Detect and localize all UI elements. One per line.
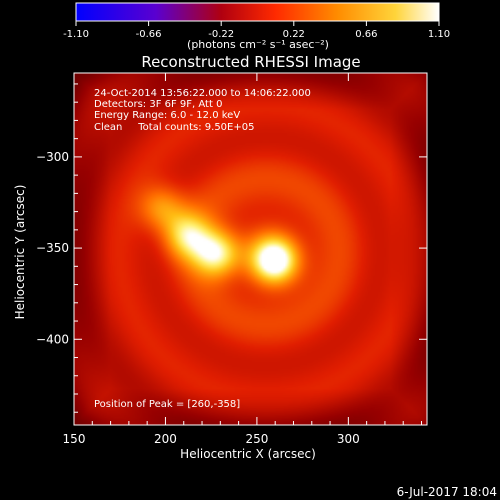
plot-frame: [73, 72, 428, 426]
x-tick-label: 150: [63, 432, 86, 446]
y-axis-label: Heliocentric Y (arcsec): [13, 185, 27, 320]
y-tick-label: −300: [36, 150, 69, 164]
colorbar-ticks: -1.10 -0.66 -0.22 0.22 0.66 1.10: [63, 21, 450, 40]
detectors-text: Detectors: 3F 6F 9F, Att 0: [94, 99, 222, 110]
x-tick-label: 200: [154, 432, 177, 446]
x-tick-label: 300: [337, 432, 360, 446]
colorbar-unit-label: (photons cm⁻² s⁻¹ asec⁻²): [187, 38, 329, 51]
energy-range-text: Energy Range: 6.0 - 12.0 keV: [94, 110, 240, 121]
y-tick-label: −350: [36, 241, 69, 255]
colorbar-tick-label: 1.10: [428, 29, 450, 40]
time-range-text: 24-Oct-2014 13:56:22.000 to 14:06:22.000: [94, 88, 311, 99]
clean-counts-text: Clean Total counts: 9.50E+05: [94, 122, 254, 133]
chart-title: Reconstructed RHESSI Image: [141, 53, 360, 71]
colorbar: -1.10 -0.66 -0.22 0.22 0.66 1.10 (photons cm⁻…: [63, 2, 450, 51]
colorbar-tick-label: -0.22: [208, 29, 234, 40]
y-axis: −300 −350 −400: [36, 83, 427, 413]
colorbar-gradient: [75, 2, 440, 22]
footer-date: 6-Jul-2017 18:04: [397, 485, 497, 499]
heatmap-raster: [74, 73, 427, 425]
colorbar-tick-label: 0.22: [283, 29, 305, 40]
peak-position-text: Position of Peak = [260,-358]: [94, 399, 240, 410]
colorbar-tick-label: -0.66: [136, 29, 162, 40]
x-tick-label: 250: [245, 432, 268, 446]
x-axis-label: Heliocentric X (arcsec): [180, 447, 316, 461]
y-tick-label: −400: [36, 332, 69, 346]
heatmap-image: [73, 72, 428, 426]
colorbar-tick-label: -1.10: [63, 29, 89, 40]
x-axis: 150 200 250 300: [63, 73, 423, 446]
colorbar-tick-label: 0.66: [355, 29, 377, 40]
observation-info: 24-Oct-2014 13:56:22.000 to 14:06:22.000…: [94, 88, 311, 133]
